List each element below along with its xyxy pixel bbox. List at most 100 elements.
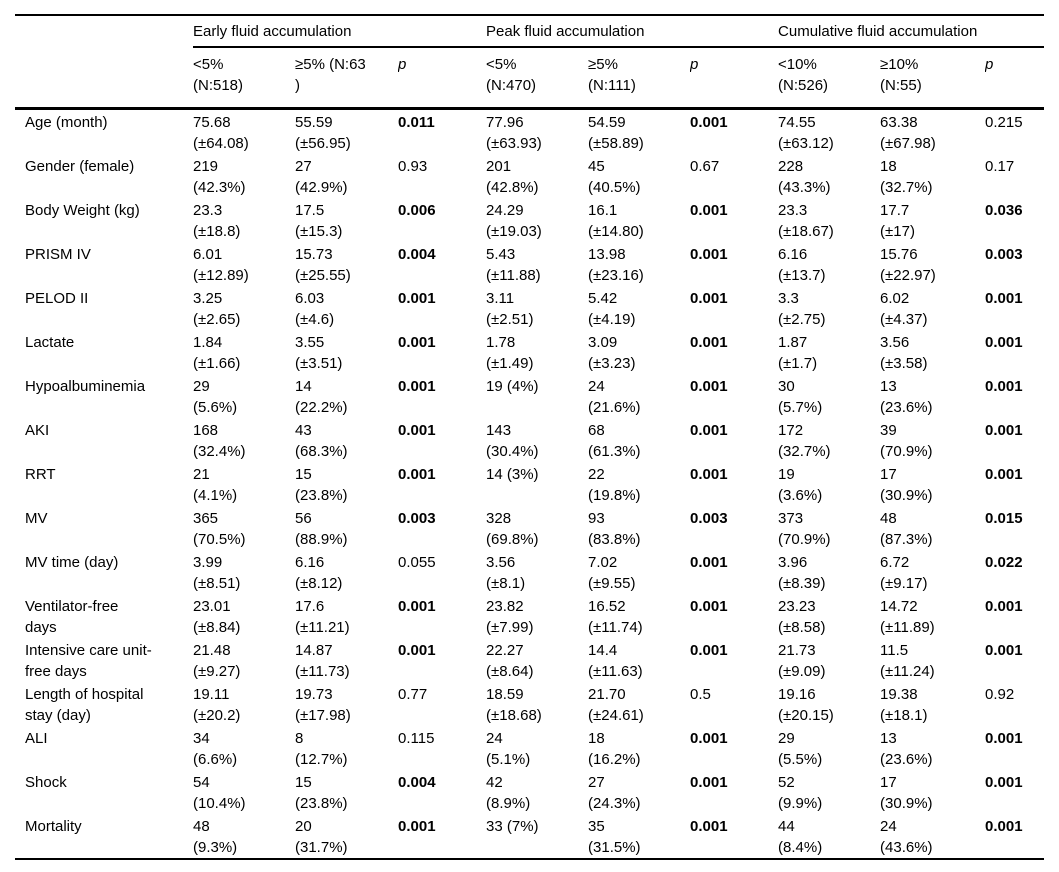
table-row: MV time (day) 3.99 (±8.51) 6.16 (±8.12) 0.0…: [15, 550, 1044, 594]
table-row: Body Weight (kg) 23.3 (±18.8) 17.5 (±15.3)…: [15, 198, 1044, 242]
p-value-cell: 0.67: [690, 158, 720, 175]
table-cell: 23.82 (±7.99): [486, 598, 534, 636]
table-row: PELOD II 3.25 (±2.65) 6.03 (±4.6) 0.001 3.11…: [15, 286, 1044, 330]
table-cell: 48 (87.3%): [880, 510, 933, 548]
table-row: Gender (female) 219 (42.3%) 27 (42.9%) 0.93…: [15, 154, 1044, 198]
table-cell: 13 (23.6%): [880, 378, 933, 416]
table-cell: 35 (31.5%): [588, 814, 691, 860]
table-cell: 19.38 (±18.1): [880, 686, 928, 724]
p-value-cell: 0.001: [690, 246, 728, 263]
table-cell: 172 (32.7%): [778, 422, 831, 460]
table-cell: 77.96 (±63.93): [486, 114, 542, 152]
table-cell: 15 (23.8%): [295, 774, 348, 812]
row-label: Shock: [25, 774, 67, 791]
p-value-cell: 0.001: [398, 642, 436, 659]
table-cell: 19.73 (±17.98): [295, 686, 351, 724]
row-label: ALI: [25, 730, 48, 747]
p-value-cell: 0.001: [690, 290, 728, 307]
table-cell: 3.09 (±3.23): [588, 334, 636, 372]
p-value-cell: 0.77: [398, 686, 428, 703]
table-cell: 168 (32.4%): [193, 422, 246, 460]
p-value-cell: 0.001: [985, 730, 1023, 747]
table-cell: 54 (10.4%): [193, 774, 246, 812]
p-value-cell: 0.001: [398, 422, 436, 439]
table-cell: 30 (5.7%): [778, 378, 823, 416]
table-cell: 1.78 (±1.49): [486, 334, 534, 372]
p-value-cell: 0.001: [398, 814, 487, 860]
table-cell: 365 (70.5%): [193, 510, 246, 548]
table-cell: 14.4 (±11.63): [588, 642, 643, 680]
table-cell: 55.59 (±56.95): [295, 114, 351, 152]
column-header-peak-ge5: ≥5% (N:111): [588, 47, 691, 110]
table-row: PRISM IV 6.01 (±12.89) 15.73 (±25.55) 0.004…: [15, 242, 1044, 286]
table-cell: 74.55 (±63.12): [778, 114, 834, 152]
group-header-early: Early fluid accumulation: [193, 14, 487, 48]
row-label: RRT: [25, 466, 56, 483]
p-value-cell: 0.215: [985, 114, 1023, 131]
table-row: Hypoalbuminemia 29 (5.6%) 14 (22.2%) 0.001 1…: [15, 374, 1044, 418]
table-cell: 15 (23.8%): [295, 466, 348, 504]
table-cell: 23.3 (±18.67): [778, 202, 834, 240]
table-cell: 19 (4%): [486, 378, 539, 395]
table-cell: 29 (5.5%): [778, 730, 823, 768]
table-cell: 328 (69.8%): [486, 510, 539, 548]
table-cell: 29 (5.6%): [193, 378, 238, 416]
subheader-spacer: [15, 47, 193, 110]
p-value-cell: 0.001: [690, 466, 728, 483]
p-value-cell: 0.001: [690, 642, 728, 659]
table-cell: 24 (5.1%): [486, 730, 531, 768]
row-label: MV: [25, 510, 48, 527]
table-cell: 3.55 (±3.51): [295, 334, 343, 372]
row-label: Body Weight (kg): [25, 202, 140, 219]
table-row: Intensive care unit- free days 21.48 (±9.…: [15, 638, 1044, 682]
p-value-cell: 0.001: [690, 422, 728, 439]
p-value-cell: 0.92: [985, 686, 1015, 703]
table-cell: 44 (8.4%): [778, 814, 881, 860]
table-cell: 19 (3.6%): [778, 466, 823, 504]
column-header-peak-p: p: [690, 47, 779, 110]
p-value-cell: 0.003: [985, 246, 1023, 263]
column-header-early-lt5: <5% (N:518): [193, 47, 295, 110]
p-value-cell: 0.055: [398, 554, 436, 571]
table-cell: 15.76 (±22.97): [880, 246, 936, 284]
table-cell: 143 (30.4%): [486, 422, 539, 460]
row-label: Hypoalbuminemia: [25, 378, 146, 395]
row-label: PELOD II: [25, 290, 89, 307]
table-row: Mortality 48 (9.3%) 20 (31.7%) 0.001 33 (7%)…: [15, 814, 1045, 860]
table-cell: 6.02 (±4.37): [880, 290, 928, 328]
table-cell: 7.02 (±9.55): [588, 554, 636, 592]
p-value-cell: 0.001: [398, 466, 436, 483]
column-header-cumulative-lt10: <10% (N:526): [778, 47, 881, 110]
group-header-cumulative: Cumulative fluid accumulation: [778, 14, 1045, 48]
table-cell: 18.59 (±18.68): [486, 686, 542, 724]
p-value-cell: 0.001: [398, 598, 436, 615]
table-cell: 45 (40.5%): [588, 158, 641, 196]
table-cell: 3.11 (±2.51): [486, 290, 534, 328]
group-header-spacer: [15, 14, 193, 47]
table-cell: 17.5 (±15.3): [295, 202, 343, 240]
p-value-cell: 0.001: [985, 814, 1045, 860]
p-value-cell: 0.011: [398, 114, 435, 131]
column-header-cumulative-p: p: [985, 47, 1045, 110]
table-cell: 6.16 (±8.12): [295, 554, 343, 592]
p-value-cell: 0.003: [398, 510, 436, 527]
table-cell: 24 (21.6%): [588, 378, 641, 416]
column-header-early-ge5: ≥5% (N:63 ): [295, 47, 398, 110]
table-cell: 3.96 (±8.39): [778, 554, 826, 592]
p-value-cell: 0.001: [985, 290, 1023, 307]
row-label: Length of hospital stay (day): [25, 686, 144, 724]
outcomes-table: Early fluid accumulation Peak fluid accu…: [15, 14, 1045, 860]
p-value-cell: 0.001: [398, 290, 436, 307]
table-cell: 21.48 (±9.27): [193, 642, 241, 680]
table-cell: 21 (4.1%): [193, 466, 238, 504]
p-value-cell: 0.001: [690, 774, 728, 791]
table-cell: 11.5 (±11.24): [880, 642, 935, 680]
p-value-cell: 0.001: [398, 378, 436, 395]
table-row: Ventilator-free days 23.01 (±8.84) 17.6 (±…: [15, 594, 1044, 638]
table-cell: 1.87 (±1.7): [778, 334, 818, 372]
p-value-cell: 0.001: [398, 334, 436, 351]
table-cell: 17.6 (±11.21): [295, 598, 350, 636]
p-value-cell: 0.003: [690, 510, 728, 527]
table-row: Age (month) 75.68 (±64.08) 55.59 (±56.95) 0…: [15, 109, 1044, 155]
